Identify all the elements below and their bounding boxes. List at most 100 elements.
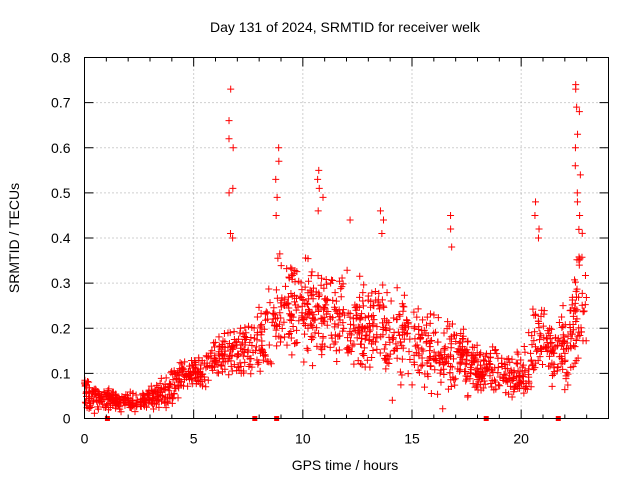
data-point bbox=[531, 364, 539, 372]
data-point bbox=[444, 318, 452, 326]
data-point bbox=[272, 286, 280, 294]
data-point bbox=[241, 358, 249, 366]
data-point bbox=[257, 309, 265, 317]
data-point bbox=[373, 345, 381, 353]
data-point bbox=[253, 313, 261, 321]
data-point bbox=[108, 390, 116, 398]
data-point bbox=[418, 354, 426, 362]
data-point bbox=[271, 322, 279, 330]
data-point bbox=[571, 359, 579, 367]
data-point bbox=[468, 343, 476, 351]
data-point bbox=[318, 319, 326, 327]
data-point bbox=[377, 333, 385, 341]
data-point bbox=[338, 283, 346, 291]
data-point bbox=[211, 338, 219, 346]
data-point bbox=[348, 342, 356, 350]
data-points bbox=[81, 81, 590, 417]
data-point bbox=[454, 365, 462, 373]
data-point bbox=[456, 346, 464, 354]
data-point bbox=[449, 373, 457, 381]
data-point bbox=[423, 359, 431, 367]
data-point bbox=[575, 225, 583, 233]
data-point bbox=[331, 338, 339, 346]
data-point bbox=[331, 320, 339, 328]
data-point bbox=[559, 302, 567, 310]
data-point bbox=[359, 302, 367, 310]
data-point bbox=[313, 342, 321, 350]
data-point bbox=[452, 337, 460, 345]
data-point bbox=[406, 356, 414, 364]
data-point bbox=[226, 229, 234, 237]
data-point bbox=[442, 358, 450, 366]
data-point bbox=[372, 296, 380, 304]
data-point bbox=[275, 157, 283, 165]
data-point bbox=[398, 371, 406, 379]
data-point bbox=[516, 367, 524, 375]
data-point bbox=[383, 317, 391, 325]
data-point bbox=[105, 385, 113, 393]
data-point bbox=[397, 381, 405, 389]
data-point bbox=[245, 362, 253, 370]
data-point bbox=[573, 315, 581, 323]
data-point bbox=[540, 307, 548, 315]
data-point bbox=[218, 351, 226, 359]
data-point bbox=[347, 331, 355, 339]
data-point bbox=[461, 360, 469, 368]
data-point bbox=[318, 340, 326, 348]
data-point bbox=[227, 85, 235, 93]
data-point bbox=[271, 311, 279, 319]
data-point bbox=[302, 254, 310, 262]
data-point bbox=[381, 324, 389, 332]
data-point bbox=[137, 397, 145, 405]
data-point bbox=[522, 379, 530, 387]
data-point bbox=[356, 272, 364, 280]
data-point bbox=[435, 359, 443, 367]
data-point bbox=[317, 314, 325, 322]
data-point bbox=[272, 175, 280, 183]
data-point bbox=[226, 352, 234, 360]
data-point bbox=[349, 315, 357, 323]
data-point bbox=[291, 298, 299, 306]
data-point bbox=[273, 294, 281, 302]
data-point bbox=[574, 354, 582, 362]
data-point bbox=[256, 322, 264, 330]
data-point bbox=[215, 333, 223, 341]
data-point bbox=[352, 311, 360, 319]
data-point bbox=[386, 325, 394, 333]
data-point bbox=[352, 303, 360, 311]
data-point bbox=[167, 369, 175, 377]
data-point bbox=[321, 295, 329, 303]
data-point bbox=[383, 289, 391, 297]
data-point bbox=[335, 277, 343, 285]
data-point bbox=[464, 337, 472, 345]
y-tick-label: 0.2 bbox=[51, 320, 71, 336]
data-point bbox=[375, 289, 383, 297]
data-point bbox=[196, 368, 204, 376]
data-point bbox=[571, 307, 579, 315]
data-point bbox=[265, 285, 273, 293]
data-point bbox=[399, 302, 407, 310]
data-point bbox=[434, 314, 442, 322]
data-point bbox=[540, 334, 548, 342]
data-point bbox=[578, 289, 586, 297]
data-point bbox=[539, 322, 547, 330]
data-point bbox=[242, 329, 250, 337]
data-point bbox=[143, 391, 151, 399]
data-point bbox=[447, 225, 455, 233]
data-point bbox=[164, 399, 172, 407]
data-point bbox=[225, 371, 233, 379]
data-point bbox=[362, 332, 370, 340]
data-point bbox=[218, 340, 226, 348]
data-point bbox=[561, 386, 569, 394]
data-point bbox=[365, 335, 373, 343]
data-point bbox=[174, 382, 182, 390]
data-point bbox=[370, 333, 378, 341]
data-point bbox=[175, 376, 183, 384]
data-point bbox=[278, 296, 286, 304]
data-point bbox=[311, 316, 319, 324]
data-point bbox=[436, 369, 444, 377]
data-point bbox=[131, 408, 139, 416]
data-point bbox=[582, 294, 590, 302]
data-point bbox=[233, 353, 241, 361]
data-point bbox=[446, 369, 454, 377]
